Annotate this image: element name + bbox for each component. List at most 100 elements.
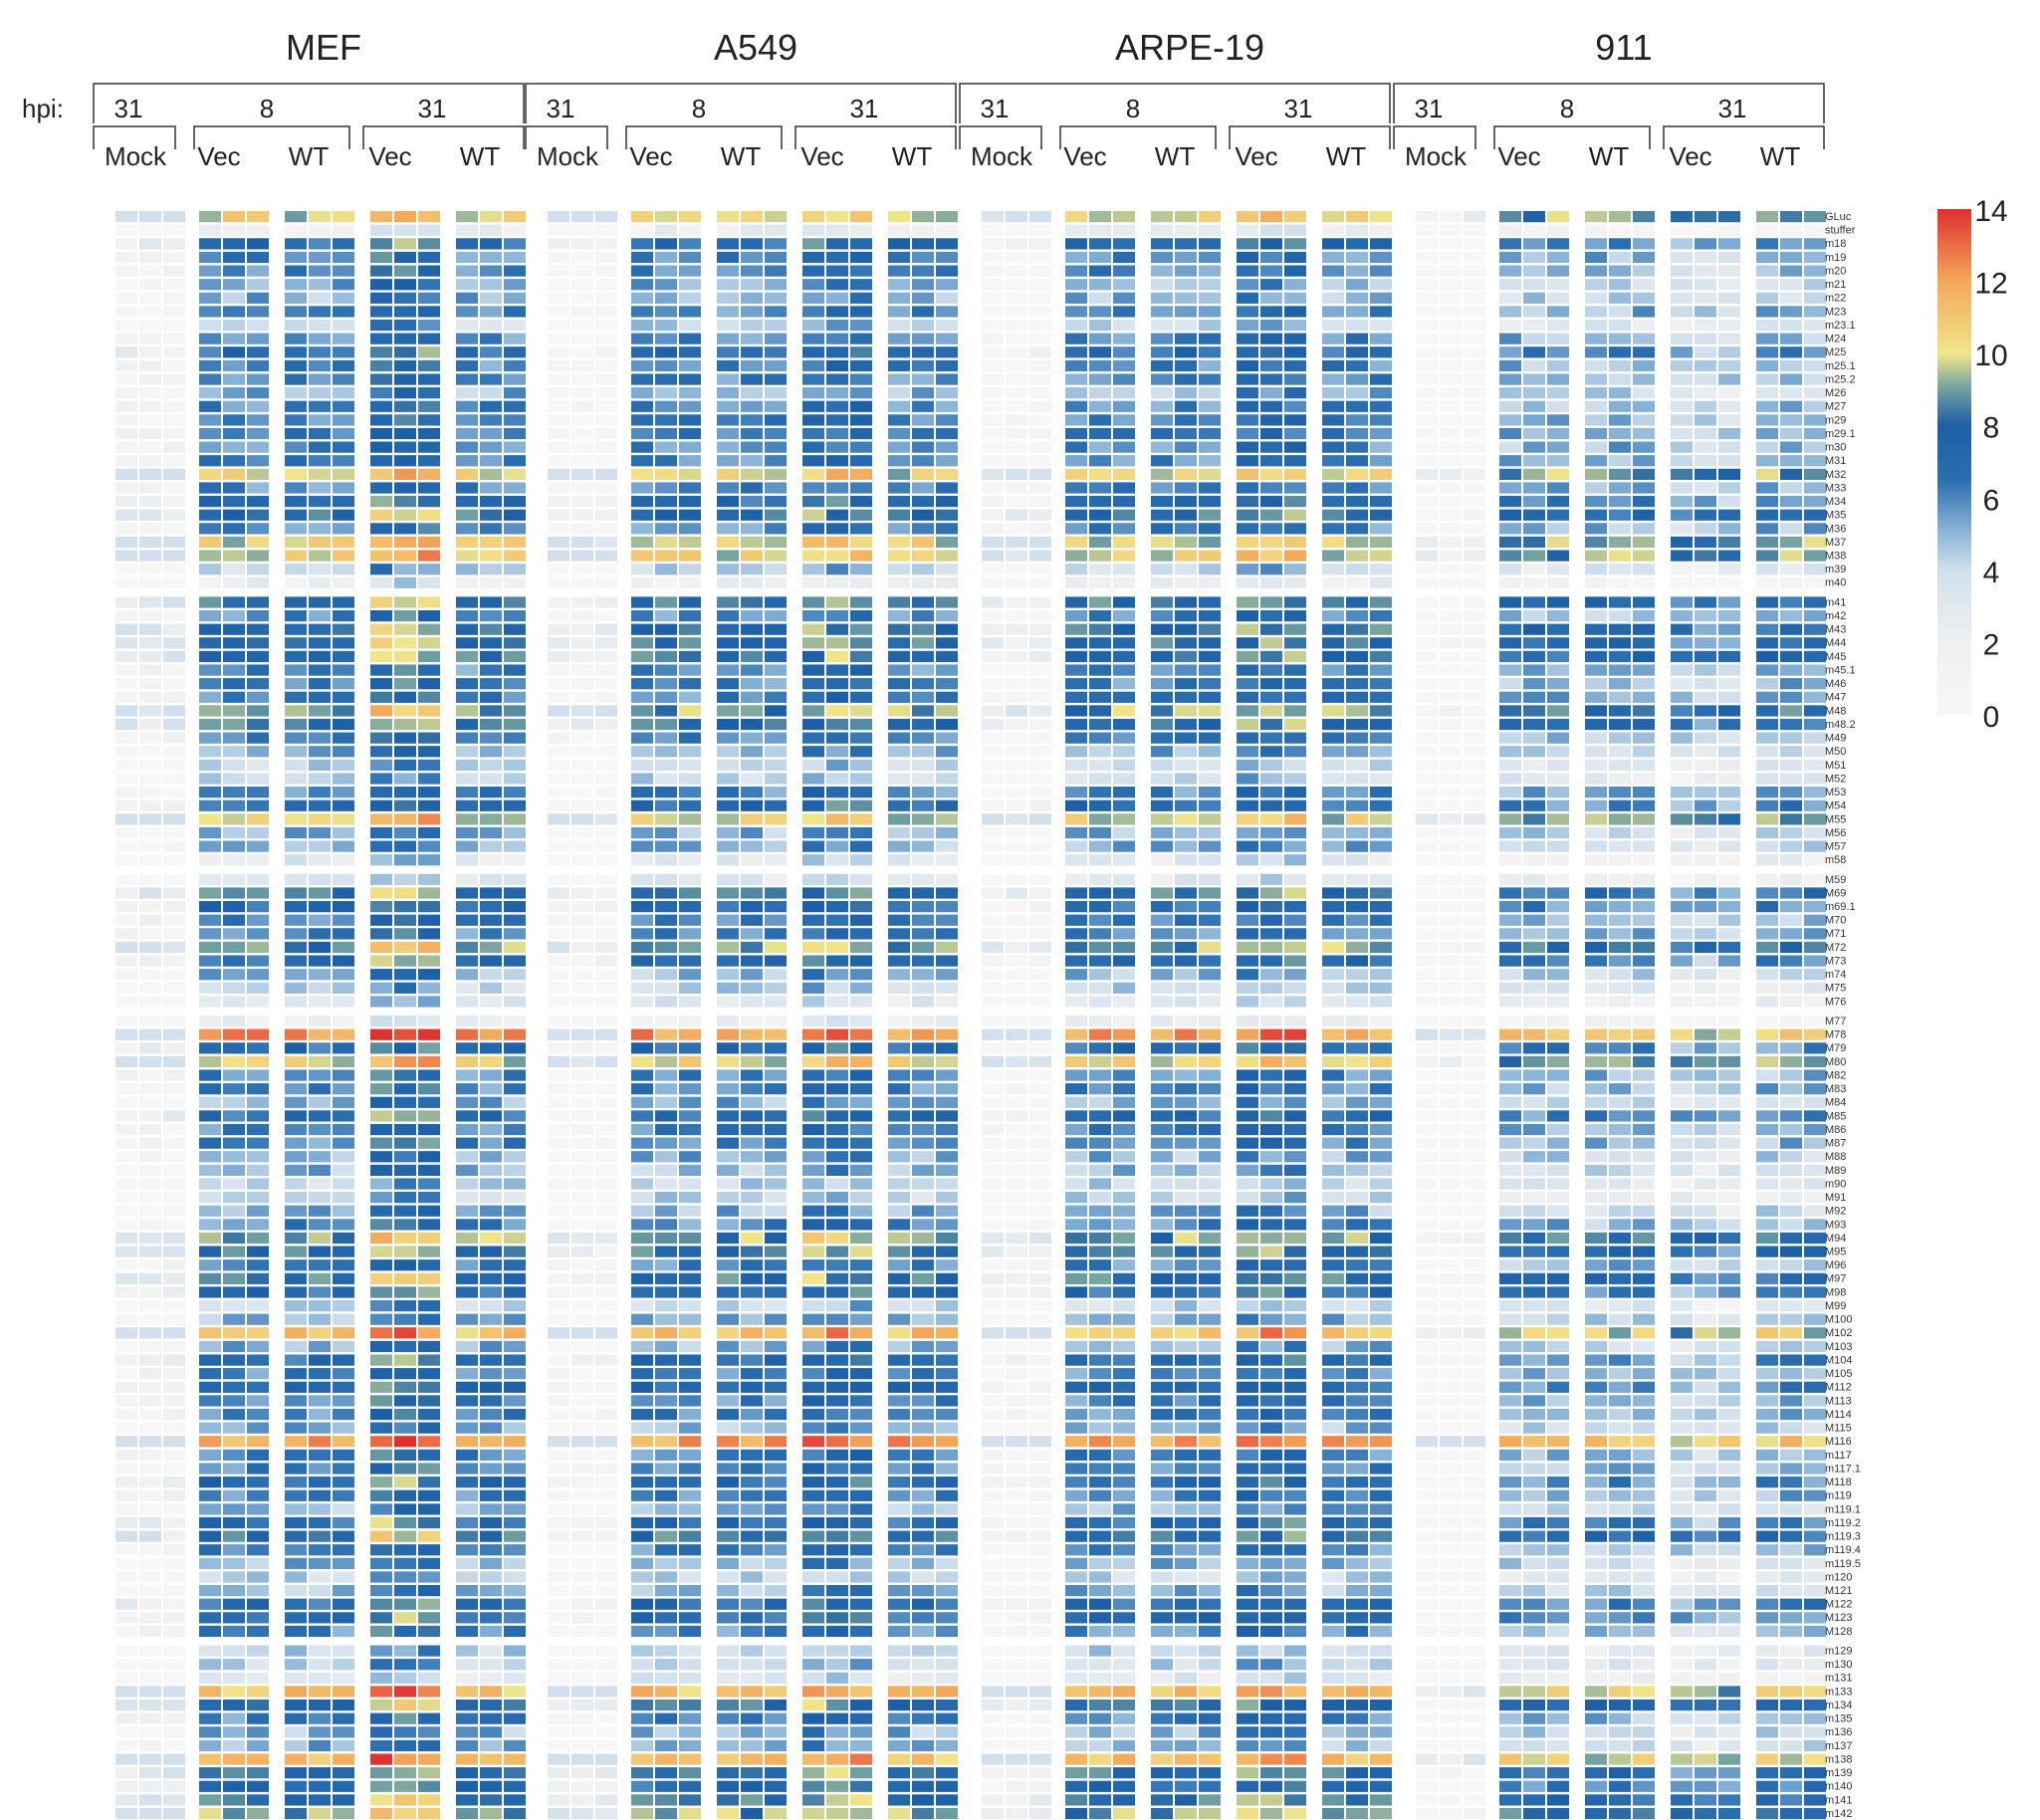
heatmap-cell <box>1065 759 1087 772</box>
heatmap-cell <box>1029 1055 1051 1068</box>
heatmap-cell <box>595 1259 617 1271</box>
heatmap-cell <box>1260 609 1282 622</box>
heatmap-cell <box>394 1477 416 1488</box>
heatmap-cell <box>1089 1151 1111 1163</box>
heatmap-cell <box>1089 969 1111 981</box>
heatmap-cell <box>595 1503 617 1515</box>
heatmap-cell <box>717 1015 739 1027</box>
heatmap-cell <box>199 996 221 1008</box>
heatmap-cell <box>912 387 934 399</box>
heatmap-cell <box>595 387 617 399</box>
heatmap-cell <box>394 306 416 318</box>
heatmap-cell <box>826 1354 848 1366</box>
heatmap-cell <box>480 319 502 332</box>
heatmap-cell <box>982 292 1004 304</box>
heatmap-cell <box>163 854 185 866</box>
heatmap-cell <box>717 691 739 703</box>
heatmap-cell <box>1284 414 1306 426</box>
heatmap-cell <box>912 941 934 954</box>
heatmap-cell <box>679 359 701 372</box>
heatmap-cell <box>1029 1659 1051 1671</box>
heatmap-cell <box>802 1164 824 1176</box>
heatmap-cell <box>741 854 763 866</box>
heatmap-cell <box>139 887 161 899</box>
heatmap-cell <box>1284 441 1306 453</box>
heatmap-cell <box>115 914 137 926</box>
heatmap-cell <box>1284 1557 1306 1569</box>
heatmap-cell <box>595 576 617 588</box>
heatmap-cell <box>548 759 569 772</box>
heatmap-cell <box>1175 468 1197 480</box>
heatmap-cell <box>655 509 677 521</box>
heatmap-cell <box>595 523 617 535</box>
heatmap-cell <box>595 1205 617 1217</box>
heatmap-cell <box>982 306 1004 318</box>
heatmap-cell <box>1175 1463 1197 1475</box>
heatmap-cell <box>936 468 958 480</box>
heatmap-cell <box>333 1612 354 1624</box>
heatmap-cell <box>655 1042 677 1054</box>
heatmap-cell <box>571 238 593 250</box>
heatmap-cell <box>1113 427 1135 440</box>
heatmap-cell <box>199 678 221 690</box>
heatmap-cell <box>888 523 910 535</box>
heatmap-cell <box>936 941 958 954</box>
heatmap-cell <box>456 1192 478 1204</box>
heatmap-cell <box>199 1069 221 1081</box>
heatmap-cell <box>1065 901 1087 913</box>
heatmap-cell <box>1065 1449 1087 1462</box>
heatmap-cell <box>1006 550 1027 562</box>
heatmap-cell <box>655 359 677 372</box>
heatmap-cell <box>679 346 701 358</box>
heatmap-cell <box>1006 1313 1027 1325</box>
heatmap-cell <box>247 468 269 480</box>
heatmap-cell <box>1237 1137 1258 1149</box>
heatmap-cell <box>1199 1739 1221 1752</box>
heatmap-cell <box>1260 854 1282 866</box>
heatmap-cell <box>850 265 872 277</box>
heatmap-cell <box>139 901 161 913</box>
heatmap-cell <box>548 637 569 649</box>
heatmap-cell <box>1089 441 1111 453</box>
heatmap-cell <box>571 941 593 954</box>
heatmap-cell <box>1029 1151 1051 1163</box>
heatmap-cell <box>333 1015 354 1027</box>
heatmap-cell <box>504 1354 526 1366</box>
heatmap-cell <box>139 813 161 825</box>
heatmap-cell <box>115 1055 137 1068</box>
heatmap-cell <box>223 718 245 731</box>
heatmap-cell <box>1151 813 1173 825</box>
heatmap-cell <box>655 1313 677 1325</box>
heatmap-cell <box>1006 840 1027 852</box>
heatmap-cell <box>247 1055 269 1068</box>
heatmap-cell <box>1029 550 1051 562</box>
heatmap-cell <box>480 1612 502 1624</box>
heatmap-cell <box>480 1463 502 1475</box>
heatmap-cell <box>912 1612 934 1624</box>
heatmap-cell <box>247 400 269 412</box>
heatmap-cell <box>1260 1313 1282 1325</box>
heatmap-cell <box>1151 1272 1173 1284</box>
heatmap-cell <box>504 265 526 277</box>
heatmap-cell <box>1284 1042 1306 1054</box>
heatmap-cell <box>309 799 331 811</box>
heatmap-cell <box>912 1739 934 1752</box>
heatmap-cell <box>333 1780 354 1792</box>
heatmap-cell <box>679 1672 701 1684</box>
heatmap-cell <box>1006 414 1027 426</box>
heatmap-cell <box>333 759 354 772</box>
heatmap-cell <box>1029 279 1051 291</box>
heatmap-cell <box>912 1151 934 1163</box>
heatmap-cell <box>571 678 593 690</box>
heatmap-cell <box>765 1712 787 1724</box>
heatmap-cell <box>285 292 307 304</box>
heatmap-cell <box>741 1726 763 1738</box>
heatmap-cell <box>504 901 526 913</box>
heatmap-cell <box>1065 400 1087 412</box>
heatmap-cell <box>394 1780 416 1792</box>
heatmap-cell <box>1284 306 1306 318</box>
heatmap-cell <box>1065 1739 1087 1752</box>
heatmap-cell <box>247 1286 269 1298</box>
heatmap-cell <box>1260 1516 1282 1529</box>
heatmap-cell <box>370 1449 392 1462</box>
